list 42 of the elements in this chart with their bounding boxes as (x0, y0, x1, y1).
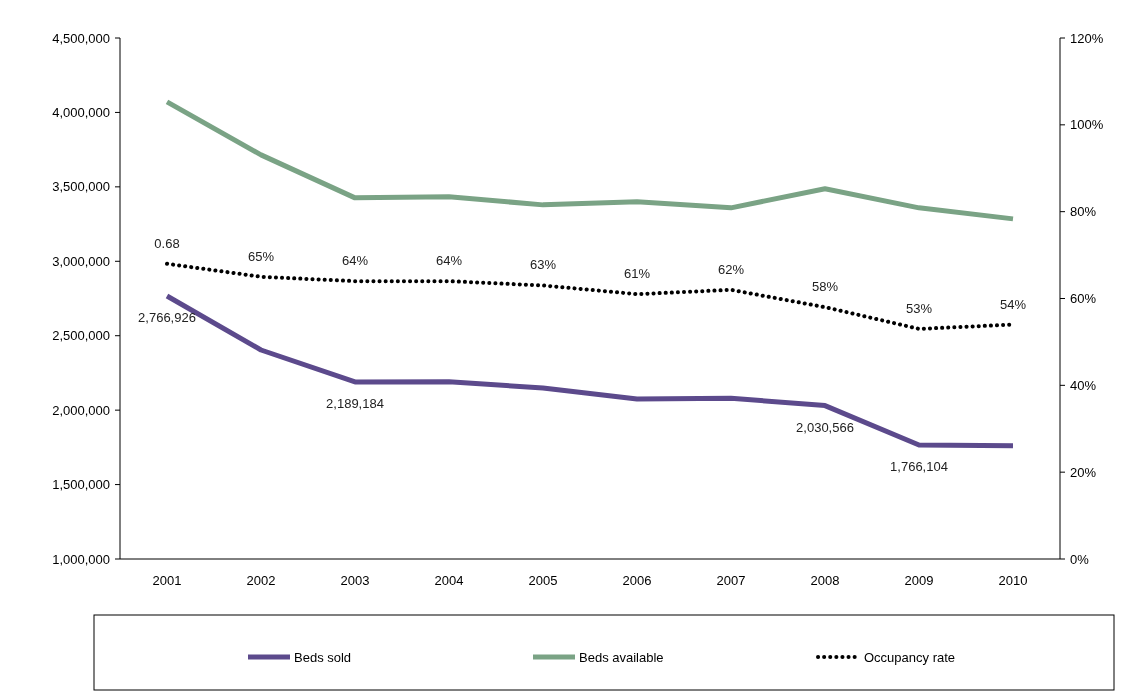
y2-tick-label: 20% (1070, 464, 1097, 480)
x-tick-label: 2010 (998, 573, 1028, 588)
y2-tick-label: 40% (1070, 377, 1097, 393)
y-tick-label: 4,000,000 (52, 104, 110, 120)
data-label: 2,189,184 (326, 395, 384, 411)
legend-label: Beds available (579, 649, 664, 665)
annotation: 0.68 (154, 235, 180, 251)
y2-tick-label: 0% (1070, 551, 1090, 567)
data-label: 65% (247, 248, 275, 264)
data-label: 2,766,926 (138, 309, 196, 325)
y-tick-label: 2,000,000 (52, 402, 110, 418)
y2-tick-label: 120% (1070, 30, 1104, 46)
x-tick-label: 2007 (716, 573, 746, 588)
y-tick-label: 3,500,000 (52, 179, 110, 195)
legend-label: Occupancy rate (864, 649, 956, 665)
x-tick-label: 2005 (528, 573, 558, 588)
y-tick-label: 2,500,000 (52, 328, 110, 344)
data-label: 61% (623, 266, 651, 282)
y2-tick-label: 60% (1070, 291, 1097, 307)
data-label: 64% (435, 253, 463, 269)
x-tick-label: 2001 (152, 573, 182, 588)
data-label: 1,766,104 (890, 458, 948, 474)
legend-label: Beds sold (294, 649, 352, 665)
data-label: 64% (341, 253, 369, 269)
y2-tick-label: 80% (1070, 204, 1097, 220)
data-label: 2,030,566 (796, 419, 854, 435)
x-tick-label: 2004 (434, 573, 464, 588)
data-label: 54% (999, 296, 1027, 312)
y-tick-label: 1,500,000 (52, 477, 110, 493)
data-label: 53% (905, 300, 933, 316)
y-tick-label: 4,500,000 (52, 30, 110, 46)
data-label: 58% (811, 279, 839, 295)
y-tick-label: 1,000,000 (52, 551, 110, 567)
x-tick-label: 2008 (810, 573, 840, 588)
x-tick-label: 2009 (904, 573, 934, 588)
x-tick-label: 2002 (246, 573, 276, 588)
y2-tick-label: 100% (1070, 117, 1104, 133)
x-tick-label: 2006 (622, 573, 652, 588)
x-tick-label: 2003 (340, 573, 370, 588)
data-label: 62% (717, 261, 745, 277)
data-label: 63% (529, 257, 557, 273)
y-tick-label: 3,000,000 (52, 253, 110, 269)
